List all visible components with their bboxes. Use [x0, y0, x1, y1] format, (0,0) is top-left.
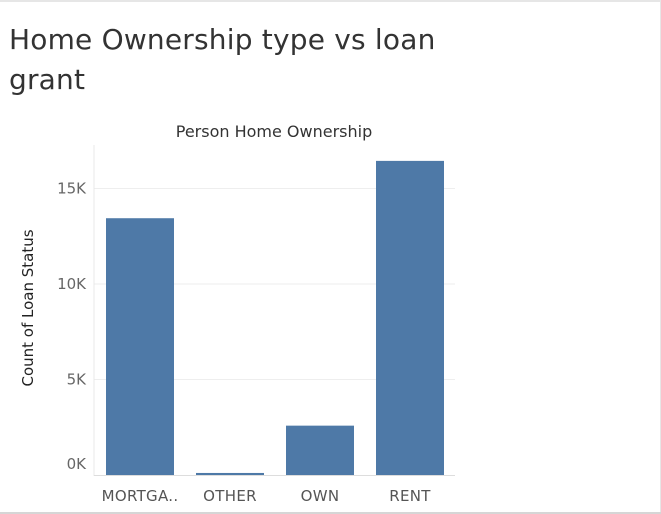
bar-rent	[376, 160, 444, 475]
bar-mortga	[106, 218, 174, 475]
x-tick-label: RENT	[389, 487, 431, 505]
y-tick-label: 10K	[57, 275, 87, 293]
y-tick-label: 15K	[57, 180, 87, 198]
y-tick-label: 0K	[67, 455, 88, 473]
bar-own	[286, 425, 354, 475]
x-tick-label: MORTGA..	[102, 487, 179, 505]
y-axis-label: Count of Loan Status	[19, 229, 37, 386]
x-tick-label: OTHER	[203, 487, 257, 505]
top-divider	[0, 0, 661, 2]
bar-other	[196, 472, 264, 475]
y-tick-label: 5K	[67, 371, 88, 389]
bottom-divider	[0, 512, 661, 514]
axes: 0K 5K 10K 15K MORTGA.. OTHER OWN RENT	[57, 145, 455, 505]
chart-title: Person Home Ownership	[176, 122, 373, 141]
bars	[106, 160, 444, 475]
page-title: Home Ownership type vs loan grant	[9, 23, 436, 96]
x-tick-label: OWN	[301, 487, 340, 505]
